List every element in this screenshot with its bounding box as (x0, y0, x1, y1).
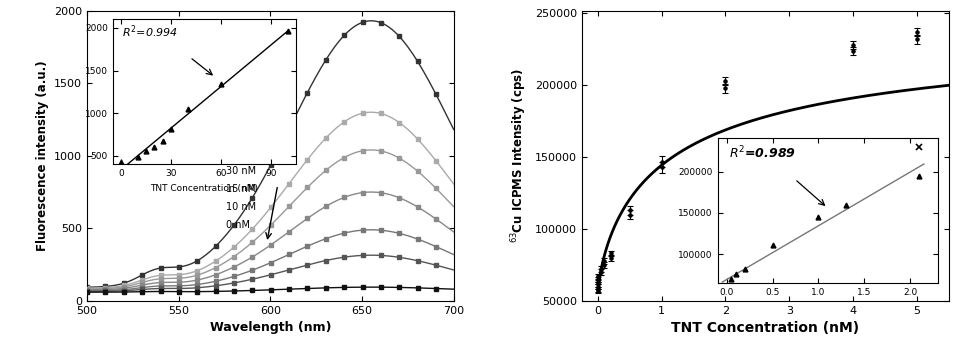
X-axis label: Wavelength (nm): Wavelength (nm) (210, 321, 331, 334)
Text: 30 nM: 30 nM (227, 166, 257, 176)
Text: 60 nM: 60 nM (227, 130, 257, 140)
Text: 40 nM: 40 nM (227, 148, 257, 158)
Y-axis label: $^{63}$Cu ICPMS Intensity (cps): $^{63}$Cu ICPMS Intensity (cps) (510, 68, 529, 243)
Text: 10 nM: 10 nM (227, 202, 257, 212)
X-axis label: TNT Concentration (nM): TNT Concentration (nM) (671, 321, 860, 335)
Text: 100 nM: 100 nM (227, 112, 262, 122)
Text: 15 nM: 15 nM (227, 184, 257, 194)
Text: 0 nM: 0 nM (227, 220, 251, 230)
Y-axis label: Fluorescence intensity (a.u.): Fluorescence intensity (a.u.) (36, 61, 48, 251)
